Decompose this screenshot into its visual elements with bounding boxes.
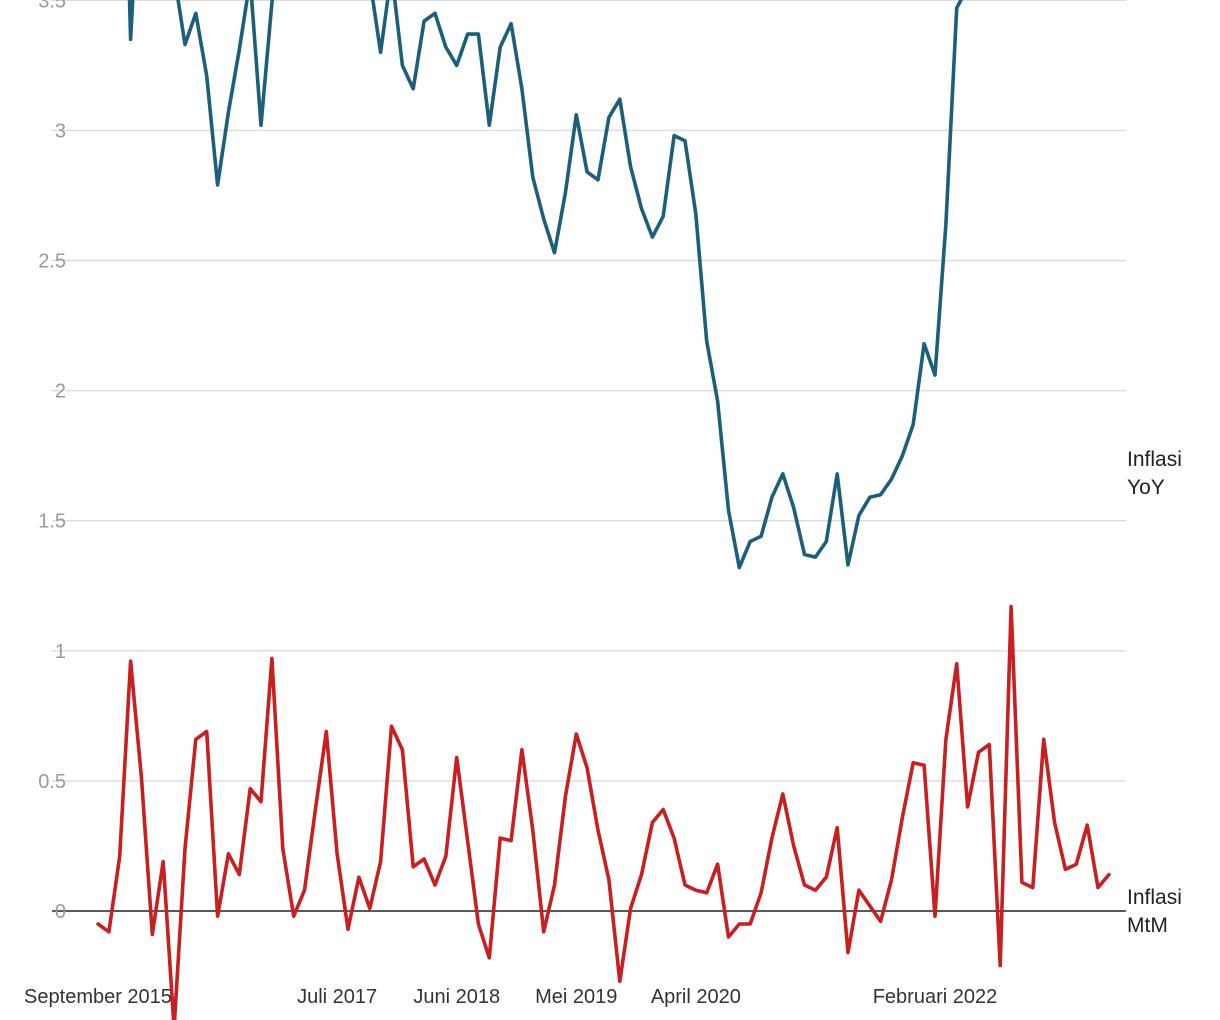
series-lines bbox=[96, 0, 1111, 1020]
series-label-yoy-line2: YoY bbox=[1127, 476, 1165, 499]
series-label-yoy: Inflasi YoY bbox=[1127, 448, 1182, 499]
x-tick-label: Mei 2019 bbox=[535, 986, 617, 1008]
series-label-mtm: Inflasi MtM bbox=[1127, 886, 1182, 937]
series-line-yoy bbox=[127, 0, 963, 570]
x-axis-ticks: September 2015 Juli 2017 Juni 2018 Mei 2019… bbox=[24, 986, 997, 1008]
y-tick-label: 2 bbox=[55, 381, 66, 403]
y-tick-label: 2.5 bbox=[38, 251, 66, 273]
y-tick-label: 1 bbox=[55, 641, 66, 663]
x-tick-label: Juli 2017 bbox=[297, 986, 377, 1008]
x-tick-label: Juni 2018 bbox=[413, 986, 500, 1008]
series-label-mtm-line1: Inflasi bbox=[1127, 886, 1182, 909]
series-line-mtm bbox=[96, 604, 1111, 1020]
y-axis-ticks: 00.511.522.533.544.555.566.5 bbox=[38, 0, 66, 923]
x-tick-label: September 2015 bbox=[24, 986, 172, 1008]
series-label-yoy-line1: Inflasi bbox=[1127, 448, 1182, 471]
x-tick-label: Februari 2022 bbox=[873, 986, 998, 1008]
x-tick-label: April 2020 bbox=[651, 986, 741, 1008]
y-tick-label: 0 bbox=[55, 901, 66, 923]
y-tick-label: 3.5 bbox=[38, 0, 66, 12]
y-tick-label: 0.5 bbox=[38, 771, 66, 793]
series-label-mtm-line2: MtM bbox=[1127, 914, 1168, 937]
y-tick-label: 3 bbox=[55, 120, 66, 142]
gridlines bbox=[52, 0, 1126, 912]
y-tick-label: 1.5 bbox=[38, 511, 66, 533]
